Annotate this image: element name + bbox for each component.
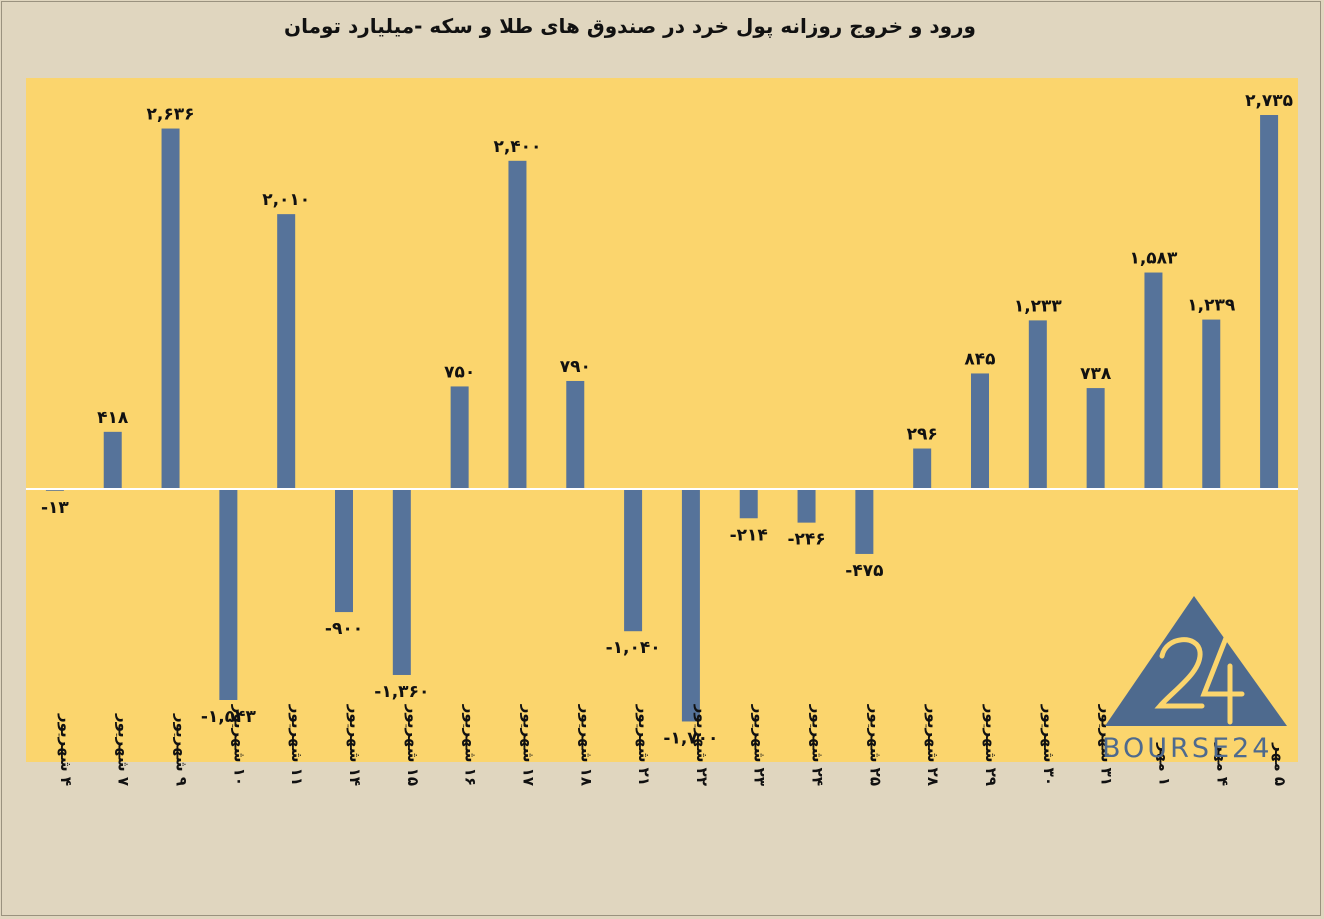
data-label: -۱,۰۴۰ bbox=[606, 638, 661, 658]
x-tick-label: ۲۴ شهریور bbox=[809, 704, 827, 786]
x-tick-label: ۱۵ شهریور bbox=[404, 704, 422, 786]
x-tick-label: ۱۸ شهریور bbox=[577, 704, 595, 786]
bar bbox=[103, 431, 122, 489]
data-label: ۴۱۸ bbox=[97, 408, 129, 428]
bar bbox=[797, 489, 816, 523]
data-label: ۷۵۰ bbox=[444, 362, 475, 382]
data-label: ۲,۷۳۵ bbox=[1245, 91, 1293, 111]
data-label: -۲۱۴ bbox=[730, 525, 768, 545]
bar bbox=[971, 373, 989, 489]
bar bbox=[1260, 115, 1279, 489]
x-tick-label: ۱ مهر bbox=[1155, 742, 1173, 786]
x-tick-label: ۴ شهریور bbox=[57, 713, 75, 786]
logo-digit-2-icon bbox=[1154, 637, 1205, 709]
data-label: -۱,۷۰۰ bbox=[663, 728, 718, 748]
bar bbox=[277, 214, 296, 490]
x-tick-label: ۱۶ شهریور bbox=[462, 704, 480, 786]
bars-group bbox=[45, 115, 1279, 722]
bar bbox=[1202, 319, 1221, 489]
x-tick-label: ۱۰ شهریور bbox=[230, 704, 248, 786]
x-tick-label: ۲۹ شهریور bbox=[982, 704, 1000, 786]
data-label: -۱,۵۴۳ bbox=[201, 707, 257, 727]
data-label: ۲,۴۰۰ bbox=[493, 137, 541, 157]
bar bbox=[681, 489, 700, 722]
x-tick-label: ۲۲ شهریور bbox=[693, 704, 711, 786]
bar bbox=[739, 489, 758, 519]
x-tick-label: ۷ شهریور bbox=[115, 713, 133, 786]
x-tick-label: ۱۱ شهریور bbox=[288, 704, 306, 786]
x-tick-label: ۹ شهریور bbox=[173, 713, 191, 786]
logo-text: BOURSE24 bbox=[1102, 733, 1273, 764]
bar bbox=[624, 489, 643, 632]
data-label: ۷۳۸ bbox=[1080, 364, 1112, 384]
bar bbox=[913, 448, 932, 489]
data-label: -۴۷۵ bbox=[845, 561, 883, 581]
data-label: -۱,۳۶۰ bbox=[374, 682, 429, 702]
bourse24-logo bbox=[1105, 596, 1287, 726]
value-labels-group: -۱۳ ۴۱۸ ۲,۶۳۶ -۱,۵۴۳ ۲,۰۱۰ -۹۰۰ -۱,۳۶۰ ۷۵۰ ۲,۴۰۰… bbox=[41, 91, 1293, 748]
x-tick-label: ۱۴ شهریور bbox=[346, 704, 364, 786]
bar bbox=[161, 128, 180, 489]
bar bbox=[855, 489, 874, 554]
bar bbox=[335, 489, 353, 613]
data-label: ۱,۲۳۹ bbox=[1187, 296, 1236, 316]
x-tick-label: ۱۷ شهریور bbox=[519, 704, 537, 786]
x-tick-label: ۳۰ شهریور bbox=[1040, 704, 1058, 786]
x-tick-label: ۴ مهر bbox=[1213, 742, 1231, 786]
chart-title: ورود و خروج روزانه پول خرد در صندوق های … bbox=[284, 14, 976, 38]
data-label: ۱,۲۳۳ bbox=[1014, 296, 1063, 316]
plot-area bbox=[26, 78, 1298, 762]
x-tick-label: ۲۳ شهریور bbox=[751, 704, 769, 786]
x-tick-label: ۲۵ شهریور bbox=[866, 704, 884, 786]
data-label: ۷۹۰ bbox=[560, 357, 591, 377]
bar bbox=[566, 380, 585, 489]
bar bbox=[219, 489, 238, 700]
bar bbox=[450, 386, 469, 489]
x-tick-label: ۲۱ شهریور bbox=[635, 704, 653, 786]
data-label: -۱۳ bbox=[41, 498, 69, 518]
category-labels-group: ۴ شهریور ۷ شهریور ۹ شهریور ۱۰ شهریور ۱۱ شهری… bbox=[57, 704, 1289, 786]
data-label: ۸۴۵ bbox=[964, 349, 995, 369]
bar bbox=[508, 160, 527, 489]
x-tick-label: ۵ مهر bbox=[1271, 742, 1289, 786]
x-tick-label: ۲۸ شهریور bbox=[924, 704, 942, 786]
data-label: -۲۴۶ bbox=[787, 530, 825, 550]
data-label: ۲۹۶ bbox=[907, 425, 938, 445]
bar bbox=[1144, 272, 1163, 489]
data-label: -۹۰۰ bbox=[325, 619, 363, 639]
data-label: ۲,۰۱۰ bbox=[262, 190, 310, 210]
bar bbox=[1028, 320, 1047, 489]
data-label: ۲,۶۳۶ bbox=[147, 105, 195, 125]
bar bbox=[392, 489, 411, 675]
data-label: ۱,۵۸۳ bbox=[1129, 249, 1178, 269]
logo-digit-4-icon bbox=[1200, 635, 1245, 725]
bar bbox=[1086, 388, 1105, 489]
